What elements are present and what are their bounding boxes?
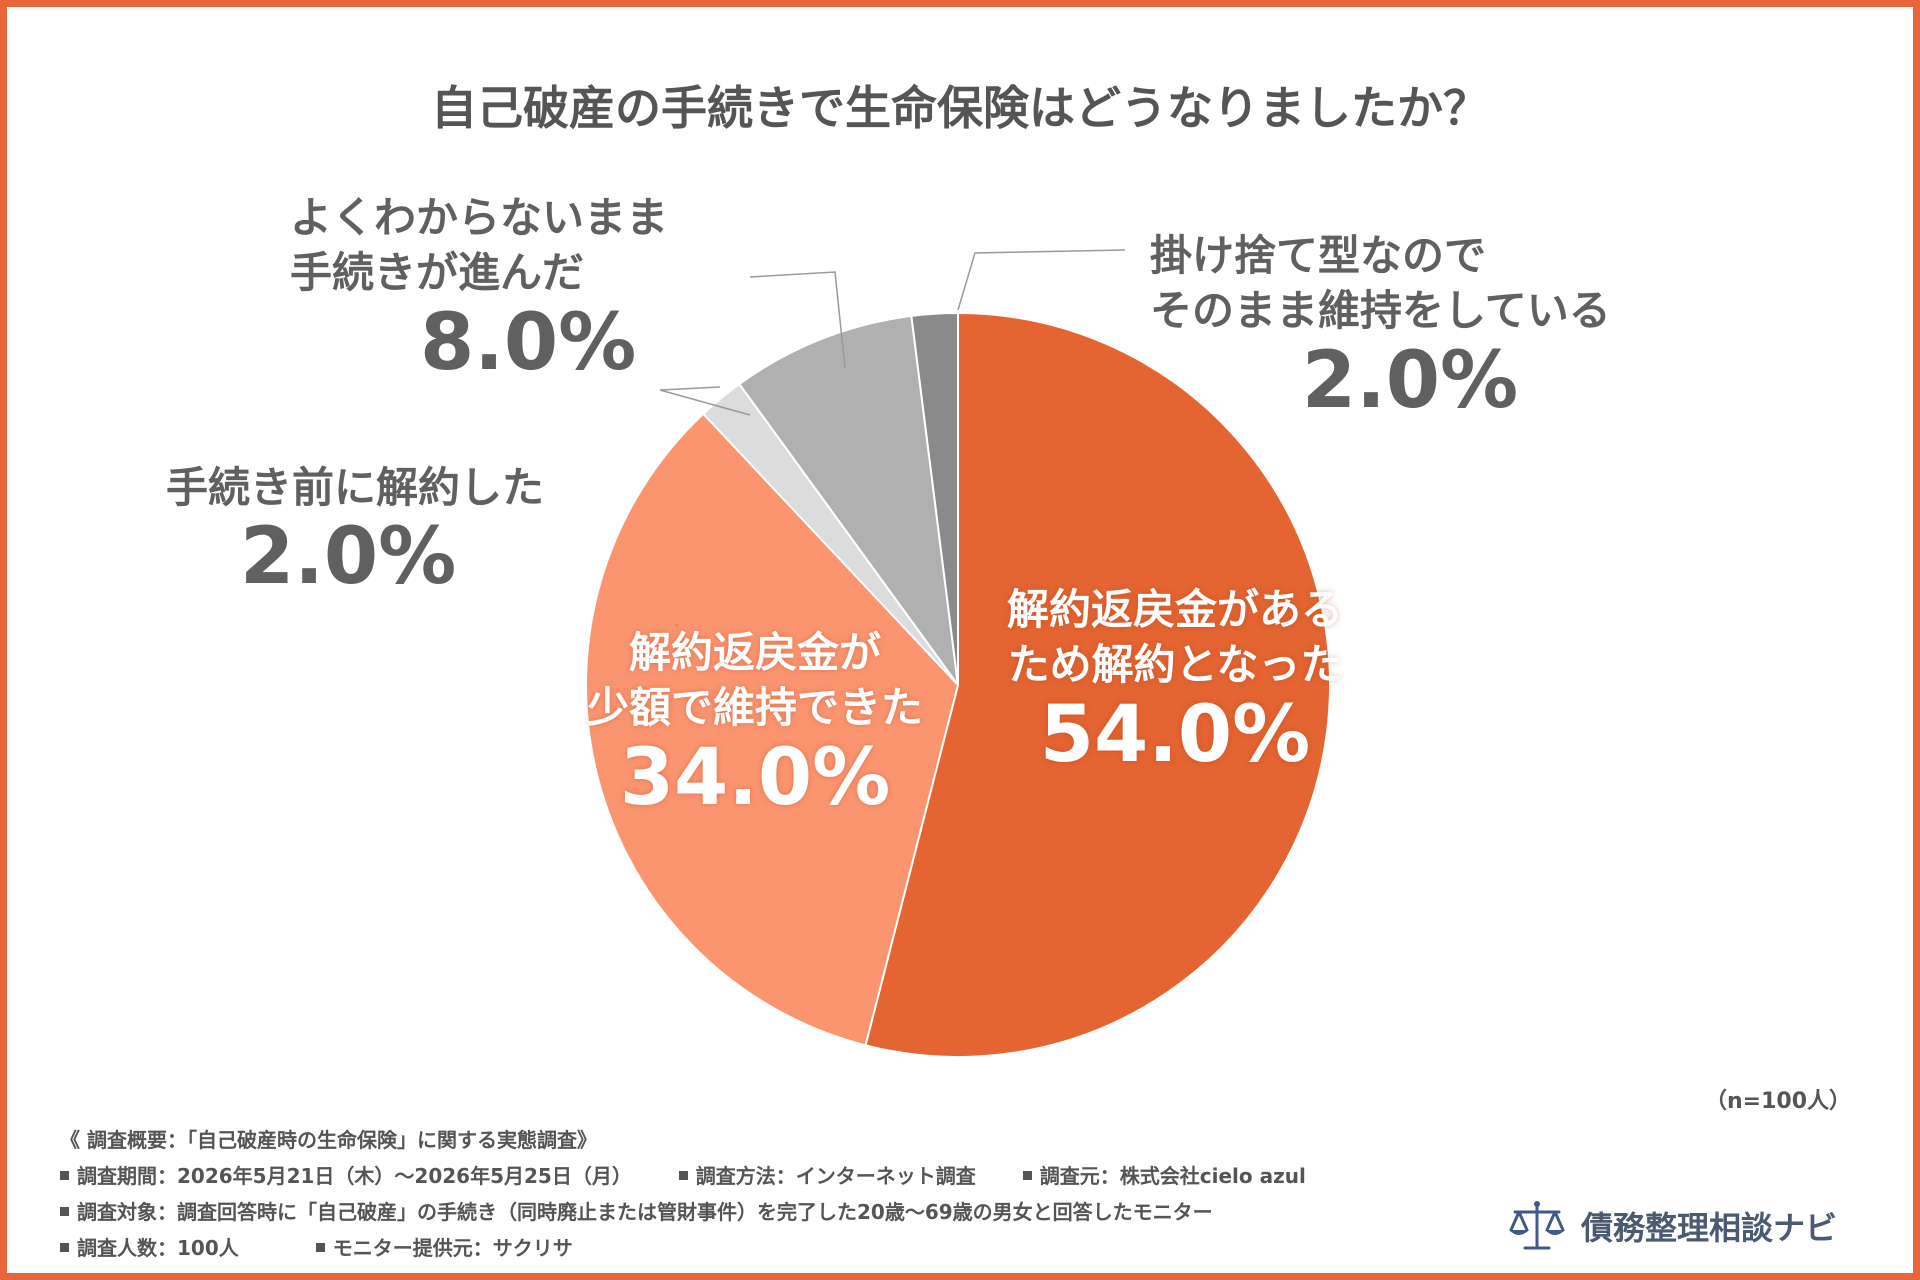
notes-source-text: 調査元：株式会社cielo azul xyxy=(1039,1164,1306,1188)
slice-label-3: 手続き前に解約した 2.0% xyxy=(150,460,560,601)
slice-label-5: 掛け捨て型なので そのまま維持をしている 2.0% xyxy=(1150,228,1670,425)
pie-slice-4 xyxy=(737,314,959,686)
brand-logo: 債務整理相談ナビ xyxy=(1505,1198,1837,1254)
slice-label-2: 解約返戻金が 少額で維持できた 34.0% xyxy=(570,625,940,822)
slice-value-2: 34.0% xyxy=(619,732,891,823)
slice-value-4: 8.0% xyxy=(420,297,637,388)
brand-name: 債務整理相談ナビ xyxy=(1581,1209,1838,1247)
notes-source: 調査元：株式会社cielo azul xyxy=(1022,1158,1306,1194)
notes-count-text: 調査人数：100人 xyxy=(77,1236,239,1260)
notes-target-text: 調査対象：調査回答時に「自己破産」の手続き（同時廃止または管財事件）を完了した2… xyxy=(77,1200,1213,1224)
notes-target: 調査対象：調査回答時に「自己破産」の手続き（同時廃止または管財事件）を完了した2… xyxy=(60,1194,1213,1230)
bullet-square-icon xyxy=(60,1243,69,1252)
notes-method: 調査方法：インターネット調査 xyxy=(678,1158,976,1194)
bullet-square-icon xyxy=(60,1207,69,1216)
survey-notes: 《 調査概要：「自己破産時の生命保険」に関する実態調査》 調査期間：2026年5… xyxy=(60,1122,1346,1266)
notes-provider-text: モニター提供元：サクリサ xyxy=(332,1236,573,1260)
pie-slice-2 xyxy=(585,412,960,1047)
bullet-square-icon xyxy=(1022,1171,1032,1180)
notes-heading: 《 調査概要：「自己破産時の生命保険」に関する実態調査》 xyxy=(60,1128,597,1152)
slice-label-1-line-1: 解約返戻金がある xyxy=(1006,585,1343,634)
slice-label-1: 解約返戻金がある ため解約となった 54.0% xyxy=(990,582,1360,779)
slice-label-3-line-1: 手続き前に解約した xyxy=(165,463,544,512)
slice-label-4-line-2: 手続きが進んだ xyxy=(290,248,585,298)
sample-size: （n=100人） xyxy=(1705,1089,1852,1114)
slice-label-2-line-1: 解約返戻金が xyxy=(628,628,881,677)
bullet-square-icon xyxy=(60,1171,69,1180)
notes-period-text: 調査期間：2026年5月21日（木）～2026年5月25日（月） xyxy=(77,1164,632,1188)
slice-label-4: よくわからないまま 手続きが進んだ 8.0% xyxy=(290,190,710,387)
slice-label-5-line-1: 掛け捨て型なので xyxy=(1150,231,1487,280)
notes-period: 調査期間：2026年5月21日（木）～2026年5月25日（月） xyxy=(60,1158,632,1194)
leader-line-slice-4 xyxy=(749,271,846,369)
slice-label-2-line-2: 少額で維持できた xyxy=(586,683,923,733)
slice-label-4-line-1: よくわからないまま xyxy=(290,193,669,242)
notes-count: 調査人数：100人 xyxy=(60,1230,239,1266)
slice-value-5: 2.0% xyxy=(1301,335,1519,426)
slice-value-1: 54.0% xyxy=(1039,689,1311,780)
leader-line-slice-5 xyxy=(957,249,1126,311)
chart-title: 自己破産の手続きで生命保険はどうなりましたか？ xyxy=(431,81,1489,135)
leader-line-slice-3 xyxy=(659,386,751,416)
slice-label-5-line-2: そのまま維持をしている xyxy=(1150,286,1611,336)
pie-slice-1 xyxy=(864,311,1331,1058)
scales-of-justice-icon xyxy=(1509,1201,1565,1250)
pie-slice-5 xyxy=(910,311,959,686)
notes-provider: モニター提供元：サクリサ xyxy=(315,1230,573,1266)
bullet-square-icon xyxy=(315,1243,325,1252)
slice-label-1-line-2: ため解約となった xyxy=(1007,640,1343,690)
bullet-square-icon xyxy=(678,1171,688,1180)
slice-value-3: 2.0% xyxy=(240,512,457,603)
notes-method-text: 調査方法：インターネット調査 xyxy=(695,1164,976,1188)
